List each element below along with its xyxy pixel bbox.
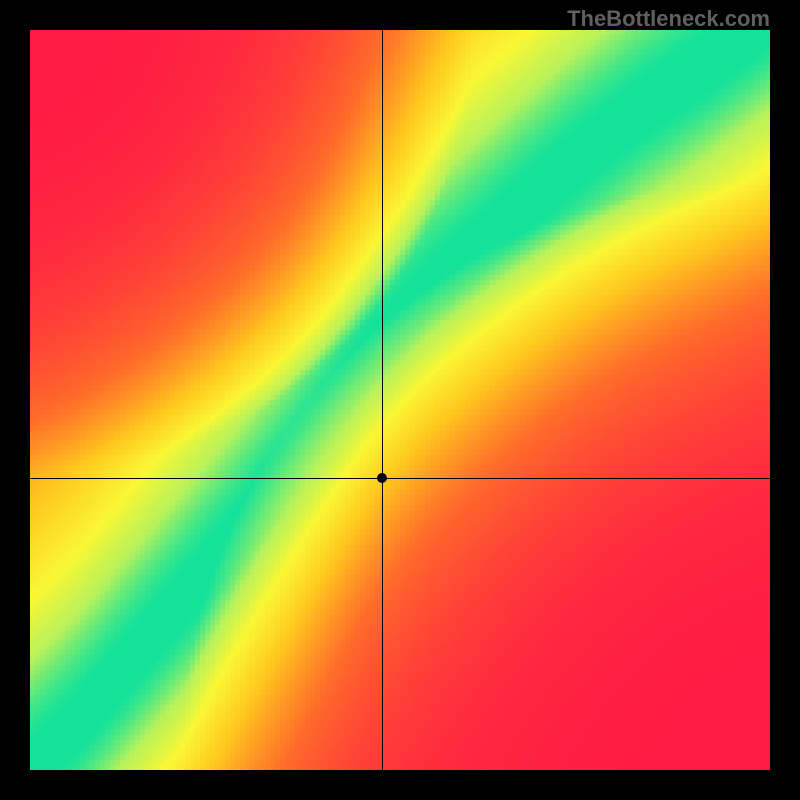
crosshair-horizontal — [30, 478, 770, 479]
heatmap-canvas — [30, 30, 770, 770]
crosshair-point — [377, 473, 387, 483]
watermark-text: TheBottleneck.com — [567, 6, 770, 32]
heatmap-plot — [30, 30, 770, 770]
crosshair-vertical — [382, 30, 383, 770]
